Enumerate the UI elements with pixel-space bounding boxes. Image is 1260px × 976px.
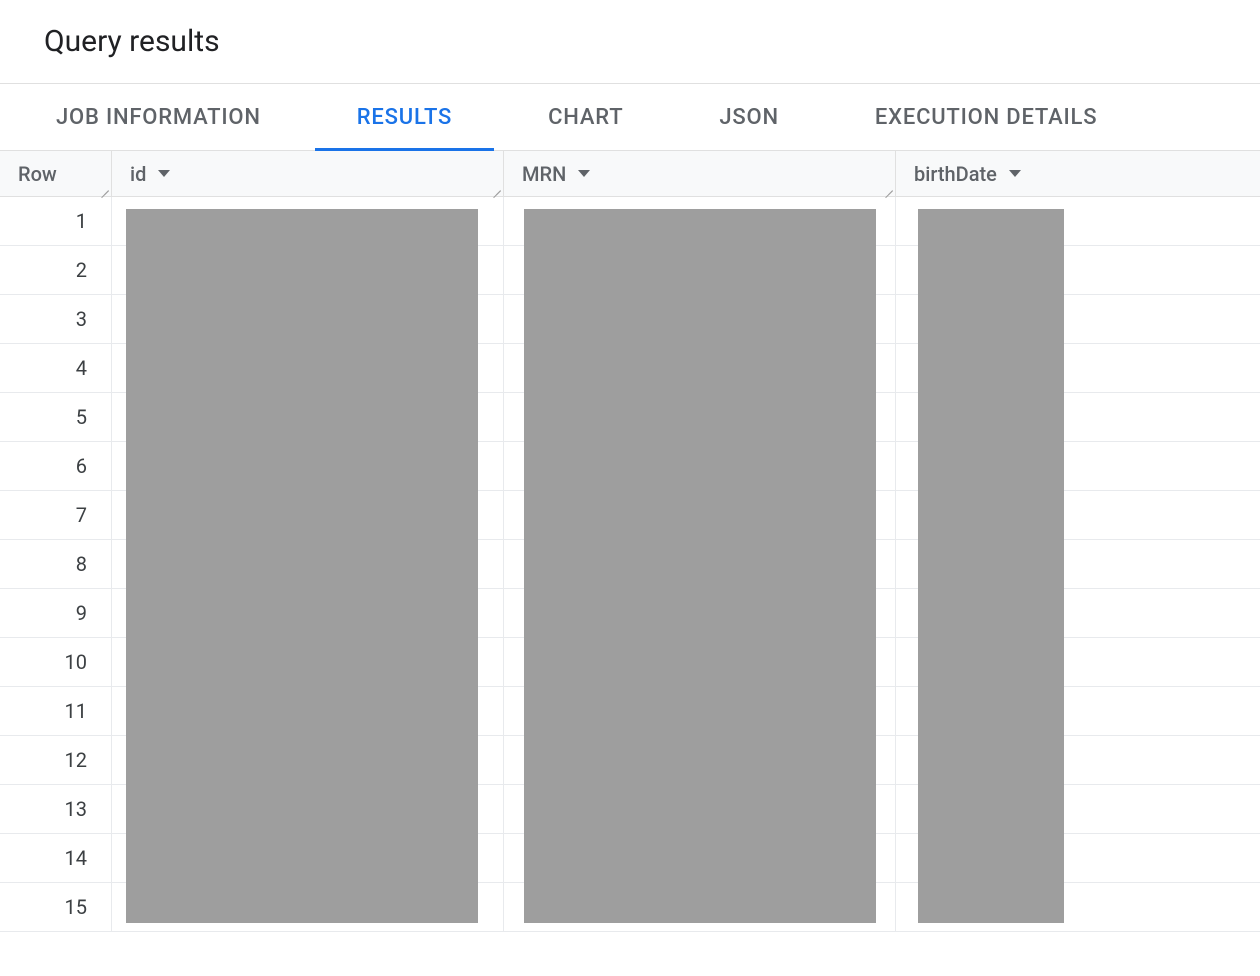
resize-handle-icon[interactable] [881,182,893,194]
dropdown-icon[interactable] [578,170,590,177]
redaction-block-birthdate [918,209,1064,923]
redaction-block-id [126,209,478,923]
row-number-cell: 14 [0,834,112,882]
row-number-cell: 11 [0,687,112,735]
results-table: Row id MRN birthDate 1 2 [0,151,1260,932]
row-number-cell: 12 [0,736,112,784]
row-number-cell: 13 [0,785,112,833]
column-header-birthdate[interactable]: birthDate [896,151,1260,196]
row-number-cell: 7 [0,491,112,539]
resize-handle-icon[interactable] [489,182,501,194]
row-number-cell: 1 [0,197,112,245]
dropdown-icon[interactable] [1009,170,1021,177]
redaction-block-mrn [524,209,876,923]
title-section: Query results [0,0,1260,83]
table-body: 1 2 3 4 5 6 [0,197,1260,932]
tab-label: CHART [548,105,623,130]
column-label: birthDate [914,162,997,186]
table-header: Row id MRN birthDate [0,151,1260,197]
column-header-row[interactable]: Row [0,151,112,196]
tab-chart[interactable]: CHART [536,84,635,150]
row-number-cell: 6 [0,442,112,490]
tab-json[interactable]: JSON [707,84,791,150]
row-number-cell: 2 [0,246,112,294]
tab-label: JOB INFORMATION [56,105,261,130]
column-label: Row [18,162,57,186]
page-title: Query results [44,24,1260,59]
row-number-cell: 3 [0,295,112,343]
resize-handle-icon[interactable] [97,182,109,194]
tab-results[interactable]: RESULTS [345,84,464,150]
tabs-container: JOB INFORMATION RESULTS CHART JSON EXECU… [0,83,1260,151]
row-number-cell: 8 [0,540,112,588]
row-number-cell: 9 [0,589,112,637]
row-number-cell: 5 [0,393,112,441]
tab-label: RESULTS [357,105,452,130]
column-label: MRN [522,162,566,186]
tab-label: JSON [719,105,779,130]
row-number-cell: 10 [0,638,112,686]
tab-execution-details[interactable]: EXECUTION DETAILS [863,84,1109,150]
row-number-cell: 15 [0,883,112,931]
row-number-cell: 4 [0,344,112,392]
tab-job-information[interactable]: JOB INFORMATION [44,84,273,150]
column-label: id [130,162,146,186]
tab-label: EXECUTION DETAILS [875,105,1097,130]
column-header-mrn[interactable]: MRN [504,151,896,196]
dropdown-icon[interactable] [158,170,170,177]
column-header-id[interactable]: id [112,151,504,196]
